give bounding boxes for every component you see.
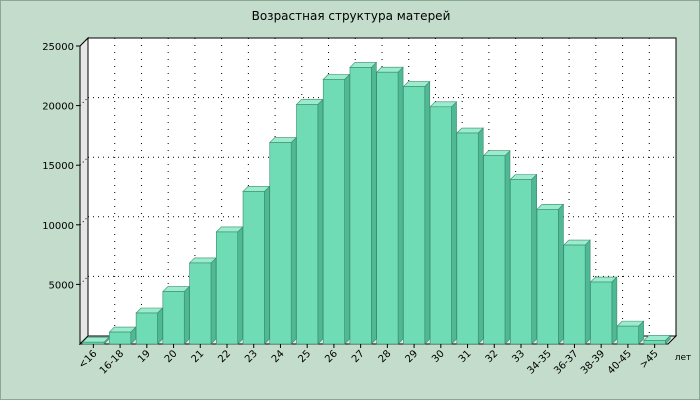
bar-side — [504, 149, 511, 345]
bar-top — [456, 127, 484, 134]
bar — [616, 325, 639, 345]
x-tick-label: 32 — [484, 348, 501, 365]
bar — [403, 86, 426, 345]
bar-side — [371, 61, 377, 345]
bar-side — [264, 185, 270, 345]
bar-top — [589, 276, 618, 283]
bar-top — [429, 101, 458, 108]
x-tick-label: 28 — [377, 348, 394, 365]
bar-side — [157, 307, 163, 345]
bar-top — [616, 320, 645, 327]
chart-title: Возрастная структура матерей — [251, 9, 451, 23]
x-tick-label: 19 — [136, 348, 153, 365]
bar — [216, 231, 238, 345]
bar — [82, 341, 105, 345]
x-tick-label: 26 — [323, 348, 340, 365]
x-tick-label: 24 — [270, 348, 287, 365]
x-tick-label: >45 — [638, 348, 661, 371]
x-tick-label: 16-18 — [98, 348, 126, 376]
bar — [643, 340, 666, 345]
x-tick-label: 33 — [510, 348, 527, 365]
x-tick-label: 22 — [216, 348, 233, 365]
bar-side — [584, 239, 591, 345]
bar-side — [477, 127, 484, 345]
bar — [376, 71, 399, 345]
bar-side — [531, 173, 537, 345]
x-tick-label: 23 — [243, 348, 260, 365]
bar — [322, 79, 345, 345]
bar — [536, 209, 559, 345]
x-tick-label: 29 — [403, 348, 420, 365]
bar-side — [424, 80, 431, 345]
y-tick-label: 5000 — [49, 280, 74, 291]
bar — [109, 331, 132, 345]
x-tick-label: 40-45 — [606, 348, 634, 376]
bar — [590, 281, 613, 345]
bar — [242, 191, 265, 345]
bar-side — [611, 276, 618, 345]
bar-top — [482, 150, 511, 156]
bar-side — [344, 73, 350, 345]
bar — [429, 106, 452, 345]
bar — [349, 67, 372, 345]
x-tick-label: 34-35 — [526, 348, 554, 376]
x-tick-label: 38-39 — [579, 348, 607, 376]
bar-side — [397, 66, 404, 345]
bar-top — [269, 137, 297, 143]
bar-side — [183, 285, 190, 345]
bar — [510, 179, 532, 345]
bar-top — [563, 239, 591, 246]
bar-side — [317, 98, 324, 345]
bar — [483, 155, 506, 345]
x-tick-label: 20 — [163, 348, 180, 365]
bar — [135, 312, 158, 345]
bar-top — [375, 66, 404, 73]
y-tick-label: 15000 — [42, 161, 74, 172]
y-tick-label: 25000 — [42, 42, 74, 53]
bar-side — [290, 136, 297, 345]
x-unit-label: лет — [675, 353, 692, 363]
bar-side — [451, 101, 457, 345]
bar-top — [188, 257, 217, 264]
bar — [189, 262, 212, 345]
bar-top — [295, 99, 324, 105]
bar-side — [210, 257, 217, 345]
bar-top — [215, 226, 244, 233]
bar-top — [536, 204, 565, 210]
x-tick-label: 21 — [190, 348, 207, 365]
bar-side — [558, 203, 564, 345]
bar-side — [237, 226, 243, 345]
x-tick-label: <16 — [77, 348, 100, 371]
x-tick-label: 30 — [430, 348, 447, 365]
x-tick-label: 36-37 — [552, 348, 580, 376]
x-tick-label: 25 — [297, 348, 314, 365]
y-tick-label: 20000 — [42, 102, 74, 113]
bar — [269, 142, 292, 345]
bar-top — [108, 326, 137, 333]
y-tick-label: 10000 — [42, 221, 74, 232]
bar — [456, 132, 479, 345]
x-tick-label: 27 — [350, 348, 367, 365]
plot-side-wall — [79, 36, 89, 346]
bar-top — [509, 174, 538, 180]
bar-top — [402, 81, 431, 87]
bar-top — [242, 186, 271, 192]
bar-top — [162, 286, 190, 292]
bar-top — [349, 62, 378, 68]
bar-top — [81, 336, 110, 343]
bar-top — [135, 307, 164, 314]
bar-top — [643, 335, 672, 341]
bar — [563, 244, 586, 345]
bar-top — [322, 74, 351, 80]
bar — [296, 104, 319, 345]
bar — [162, 291, 185, 345]
x-tick-label: 31 — [457, 348, 474, 365]
